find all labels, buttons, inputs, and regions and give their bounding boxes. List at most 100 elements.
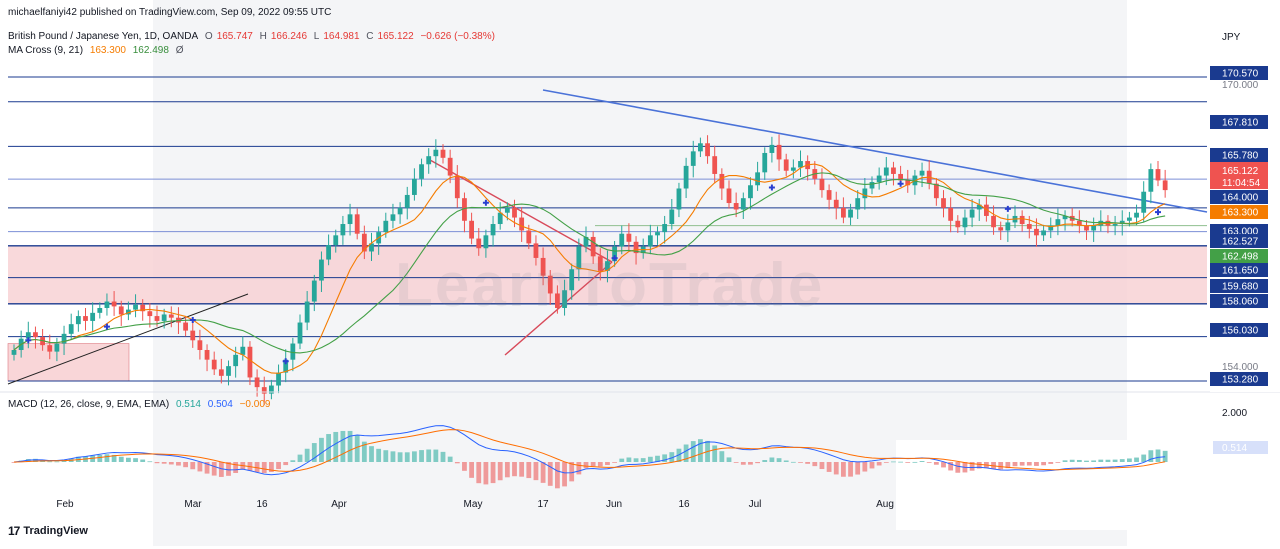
- candle-body: [168, 314, 174, 318]
- price-label: 158.060: [1222, 297, 1259, 308]
- candle-body: [369, 243, 374, 252]
- uptrend-line: [7, 293, 249, 385]
- ma-slow-line: [13, 172, 1166, 354]
- macd-hist-bar: [1155, 449, 1161, 462]
- macd-hist-bar: [319, 437, 324, 462]
- candle-body: [662, 224, 668, 233]
- candle-body: [161, 314, 167, 321]
- candle-body: [126, 309, 131, 315]
- price-label: 156.030: [1222, 326, 1259, 337]
- ohlc-close-label: C: [366, 31, 374, 42]
- candle-body: [290, 343, 296, 360]
- candle-body: [748, 185, 753, 199]
- candle-body: [397, 207, 403, 215]
- candle-body: [619, 233, 625, 247]
- symbol-legend[interactable]: British Pound / Japanese Yen, 1D, OANDA …: [8, 31, 499, 42]
- macd-hist-bar: [497, 462, 503, 481]
- macd-hist-bar: [712, 445, 718, 462]
- falling-wedge-lower: [504, 261, 613, 356]
- candle-body: [190, 330, 196, 341]
- ohlc-open-label: O: [204, 31, 213, 42]
- macd-hist-bar: [361, 441, 367, 462]
- candle-body: [1148, 169, 1154, 192]
- macd-hist-bar: [748, 462, 753, 465]
- candle-body: [941, 198, 946, 208]
- macd-hist-bar: [440, 451, 446, 462]
- macd-hist-bar: [841, 462, 846, 477]
- macd-hist-bar: [569, 462, 575, 482]
- macd-hist-bar: [891, 461, 896, 463]
- candle-body: [876, 175, 882, 183]
- candle-body: [75, 316, 81, 325]
- macd-hist-bar: [1141, 454, 1147, 462]
- candle-body: [104, 301, 110, 309]
- macd-hist-bar: [626, 457, 632, 462]
- signal-line: [13, 429, 1166, 472]
- price-label: 165.780: [1222, 151, 1259, 162]
- candle-body: [698, 143, 703, 152]
- macd-hist-bar: [47, 461, 53, 463]
- macd-hist-bar: [140, 459, 146, 462]
- candle-body: [140, 304, 146, 312]
- macd-hist-bar: [1112, 459, 1118, 462]
- candle-body: [476, 238, 482, 249]
- macd-hist-bar: [1148, 450, 1154, 462]
- macd-hist-bar: [590, 462, 596, 467]
- macd-hist-bar: [1076, 459, 1082, 462]
- ma-legend[interactable]: MA Cross (9, 21) 163.300 162.498 Ø: [8, 45, 187, 56]
- macd-hist-bar: [576, 462, 582, 475]
- candle-body: [240, 346, 246, 355]
- time-axis-label: Apr: [331, 499, 347, 510]
- price-label: 159.680: [1222, 282, 1259, 293]
- ohlc-high: 166.246: [270, 31, 308, 42]
- candle-body: [354, 214, 360, 234]
- macd-hist-bar: [733, 462, 739, 463]
- macd-hist-bar: [526, 462, 532, 479]
- macd-legend[interactable]: MACD (12, 26, close, 9, EMA, EMA) 0.514 …: [8, 399, 274, 410]
- candle-body: [1076, 220, 1082, 226]
- ma-hidden-icon[interactable]: Ø: [175, 45, 184, 56]
- candle-body: [841, 207, 846, 218]
- time-axis-label: Mar: [184, 499, 202, 510]
- candle-body: [819, 178, 825, 191]
- candle-body: [962, 217, 968, 228]
- candle-body: [783, 159, 789, 171]
- price-label: 153.280: [1222, 375, 1259, 386]
- macd-hist-bar: [698, 439, 703, 462]
- price-label-box: [1210, 323, 1268, 337]
- candle-body: [1155, 169, 1161, 181]
- macd-hist-bar: [104, 454, 110, 462]
- macd-hist-bar: [597, 462, 603, 467]
- candle-body: [154, 316, 160, 321]
- downtrend-line: [542, 89, 1208, 213]
- tradingview-logo[interactable]: 17 TradingView: [8, 524, 88, 538]
- macd-hist-bar: [519, 462, 525, 477]
- candle-body: [955, 220, 961, 228]
- cross-marker-icon: [1004, 205, 1011, 212]
- macd-hist-bar: [226, 462, 231, 476]
- macd-hist-bar: [376, 448, 382, 462]
- candle-body: [433, 149, 439, 157]
- cross-marker-icon: [1155, 209, 1161, 216]
- candle-body: [948, 207, 954, 221]
- tradingview-logo-icon: 17: [8, 524, 20, 538]
- last-price-box: [1210, 162, 1268, 189]
- macd-hist-bar: [433, 449, 439, 462]
- macd-hist-bar: [1084, 460, 1089, 462]
- price-label: 161.650: [1222, 266, 1259, 277]
- candle-body: [1098, 220, 1104, 226]
- candle-body: [247, 346, 253, 378]
- macd-hist-bar: [11, 462, 17, 463]
- macd-label: MACD (12, 26, close, 9, EMA, EMA): [8, 399, 170, 410]
- candle-body: [526, 230, 532, 244]
- macd-hist-bar: [869, 462, 875, 469]
- cross-marker-icon: [611, 255, 618, 262]
- candle-body: [1041, 230, 1046, 236]
- candle-body: [905, 180, 911, 186]
- price-label: 163.300: [1222, 208, 1259, 219]
- macd-hist-bar: [283, 462, 289, 466]
- macd-hist-bar: [147, 461, 153, 463]
- candle-body: [869, 182, 875, 189]
